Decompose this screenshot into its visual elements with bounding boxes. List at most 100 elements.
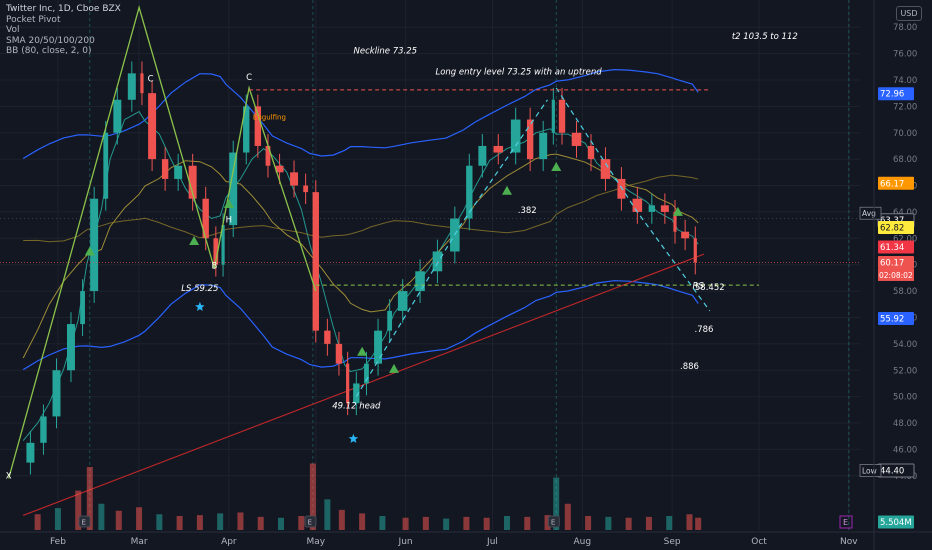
candle-body	[40, 416, 47, 443]
y-tick-label-72-00: 72.00	[893, 102, 917, 112]
volume-bar	[257, 516, 264, 530]
candle-body	[539, 132, 548, 160]
volume-bar	[136, 507, 143, 530]
volume-bar	[645, 516, 652, 530]
x-tick-label-apr: Apr	[221, 537, 237, 547]
volume-bar	[75, 490, 82, 530]
candle-body	[571, 132, 582, 146]
candle-body	[254, 106, 262, 146]
candle-body	[632, 198, 643, 212]
bollinger-upper	[22, 68, 699, 160]
annotation-786: .786	[695, 325, 714, 335]
y-tick-label-68-00: 68.00	[893, 155, 917, 165]
volume-bar	[86, 467, 93, 530]
x-tick-label-jun: Jun	[398, 537, 413, 547]
x-tick-label-sep: Sep	[664, 537, 681, 547]
volume-bar	[402, 517, 409, 530]
candle-body	[397, 291, 408, 311]
volume-bar	[324, 499, 331, 530]
annotation-b: B	[211, 262, 217, 272]
trend-up-dashed	[355, 99, 548, 397]
candle-body	[558, 99, 566, 133]
price-tag-label-44-40: 44.40	[880, 467, 904, 477]
price-tag-60-17	[878, 255, 914, 269]
volume-bar	[443, 518, 450, 530]
candle-body	[353, 383, 360, 404]
volume-bar	[217, 513, 224, 530]
volume-bar	[524, 516, 531, 530]
candle-body	[551, 99, 555, 133]
candle-body	[221, 225, 225, 265]
volume-bar	[463, 516, 470, 530]
legend-title: Twitter Inc, 1D, Cboe BZX	[6, 4, 121, 14]
y-tick-label-48-00: 48.00	[893, 419, 917, 429]
candle-body	[387, 310, 393, 331]
annotation-886: .886	[680, 362, 699, 372]
candle-body	[312, 192, 319, 331]
annotation-engulfing: Engulfing	[253, 114, 286, 122]
volume-bar	[503, 516, 510, 530]
volume-bar	[695, 517, 702, 530]
candle-body	[600, 159, 611, 179]
volume-bar	[666, 516, 673, 530]
candle-body	[303, 185, 309, 193]
candle-body	[275, 165, 284, 173]
bollinger-lower	[22, 280, 699, 371]
volume-bar	[115, 510, 122, 530]
price-tag-55-92	[878, 312, 914, 326]
volume-bar	[483, 517, 490, 530]
annotation-t2-103-5-to-112: t2 103.5 to 112	[732, 32, 798, 42]
volume-bar	[54, 508, 61, 530]
candle-body	[526, 119, 534, 160]
candle-body	[161, 159, 169, 179]
price-tag-66-17	[878, 176, 914, 190]
pocket-pivot-marker	[551, 162, 562, 172]
candle-body	[265, 145, 271, 166]
candle-body	[213, 238, 219, 265]
annotation-ls-59-25: LS 59.25	[181, 284, 218, 294]
candle-body	[90, 198, 99, 292]
sma-100	[23, 174, 699, 243]
volume-bar	[34, 514, 41, 530]
volume-bar	[379, 516, 386, 530]
volume-bar	[564, 503, 571, 530]
countdown-label: 02:08:02	[879, 271, 913, 280]
y-tick-label-58-00: 58.00	[893, 287, 917, 297]
candle-body	[229, 152, 238, 226]
volume-bar	[605, 516, 612, 530]
annotation-c: C	[148, 74, 154, 84]
candle-body	[140, 73, 144, 94]
volume-bar	[237, 512, 244, 530]
earnings-badge	[304, 515, 317, 528]
side-label-box-avg	[859, 206, 882, 220]
candle-body	[103, 132, 109, 199]
earnings-badge	[78, 515, 91, 528]
event-marker-e: E	[843, 518, 848, 527]
currency-button[interactable]: USD	[896, 6, 922, 21]
candle-body	[374, 330, 383, 364]
annotation-382: .382	[518, 206, 537, 216]
annotation-58-452: 58.452	[695, 283, 725, 293]
legend-line-vol: Vol	[6, 25, 20, 35]
candle-body	[510, 119, 521, 153]
star-marker	[195, 301, 205, 311]
annotation-49-12-head: 49.12 head	[332, 402, 381, 412]
candle-body	[174, 165, 183, 179]
price-tag-label-61-34: 61.34	[880, 243, 904, 253]
price-tag-label-72-96: 72.96	[880, 90, 904, 100]
y-tick-label-70-00: 70.00	[893, 129, 917, 139]
volume-bar	[196, 515, 203, 530]
volume-bar	[338, 509, 345, 530]
legend-line-pocket-pivot: Pocket Pivot	[6, 14, 61, 25]
x-tick-label-feb: Feb	[50, 537, 66, 547]
legend-line-bb: BB (80, close, 2, 0)	[6, 46, 92, 56]
volume-bar	[98, 503, 105, 530]
price-tag-5-504m	[878, 515, 914, 529]
pocket-pivot-marker	[388, 363, 399, 373]
candle-body	[493, 145, 504, 153]
x-tick-label-mar: Mar	[131, 537, 148, 547]
y-tick-label-64-00: 64.00	[893, 208, 917, 218]
candle-body	[478, 145, 487, 166]
pocket-pivot-marker	[501, 185, 512, 195]
